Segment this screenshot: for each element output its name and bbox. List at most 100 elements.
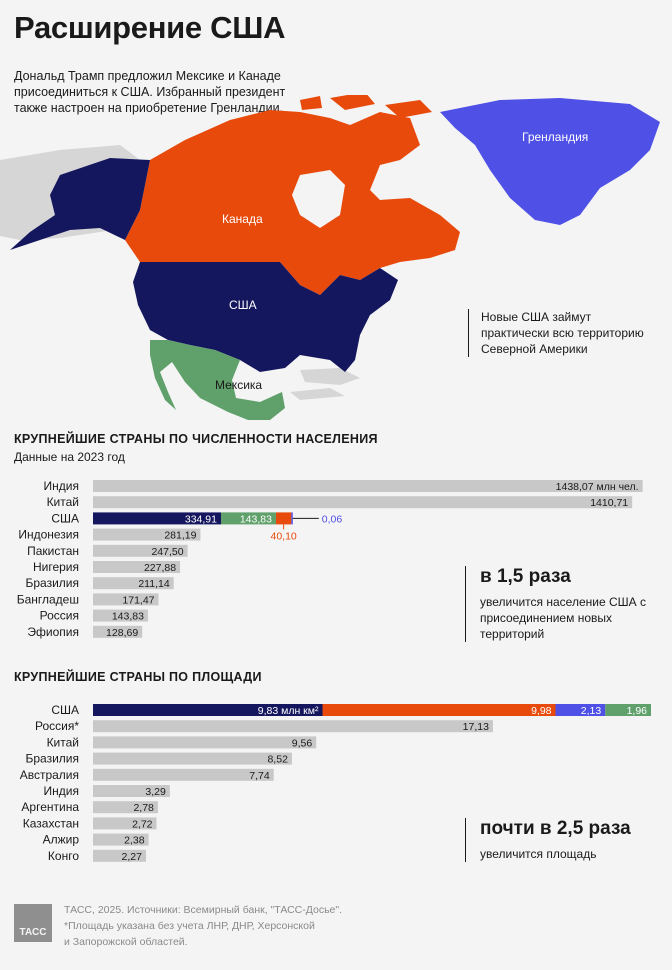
category-label: Нигерия bbox=[33, 560, 79, 574]
bar bbox=[93, 561, 181, 573]
value-label: 334,91 bbox=[185, 513, 217, 525]
category-label: Россия bbox=[40, 609, 79, 623]
value-label: 9,83 млн км² bbox=[258, 705, 319, 717]
footer-line-2: *Площадь указана без учета ЛНР, ДНР, Хер… bbox=[64, 920, 315, 932]
bar bbox=[93, 768, 274, 781]
value-label: 3,29 bbox=[145, 786, 166, 798]
map-canada-islands-1 bbox=[330, 95, 375, 110]
map-mexico bbox=[150, 340, 285, 420]
value-label: 227,88 bbox=[144, 562, 176, 574]
category-label: Аргентина bbox=[21, 800, 79, 814]
population-chart-subtitle: Данные на 2023 год bbox=[14, 450, 125, 464]
category-label: Бразилия bbox=[26, 752, 80, 766]
category-label: Россия* bbox=[35, 719, 79, 733]
area-callout-text: увеличится площадь bbox=[480, 847, 597, 861]
bar bbox=[93, 849, 146, 862]
bar-usa bbox=[93, 512, 221, 525]
bar bbox=[93, 817, 157, 830]
population-chart: Индия 1438,07 млн чел. Китай 1410,71 США 334,… bbox=[17, 479, 643, 639]
map-land-cuba bbox=[290, 388, 345, 400]
category-label: Алжир bbox=[43, 833, 80, 847]
category-label: Пакистан bbox=[27, 544, 79, 558]
footer-line-3: и Запорожской областей. bbox=[64, 936, 188, 948]
bar bbox=[93, 736, 317, 749]
category-label: Казахстан bbox=[23, 816, 79, 830]
page-title: Расширение США bbox=[14, 10, 286, 45]
bar bbox=[93, 801, 158, 814]
map-land-caribbean bbox=[300, 368, 360, 385]
category-label: США bbox=[51, 703, 79, 717]
bar bbox=[93, 480, 643, 492]
value-label: 2,72 bbox=[132, 818, 153, 830]
value-label: 281,19 bbox=[164, 530, 196, 542]
bar-usa bbox=[93, 704, 323, 716]
population-callout-value: в 1,5 раза bbox=[480, 566, 571, 587]
value-label: 2,38 bbox=[124, 835, 145, 847]
bar bbox=[93, 593, 159, 606]
map-note: Новые США займут практически всю террито… bbox=[468, 309, 651, 357]
value-label: 9,56 bbox=[292, 737, 313, 749]
bar bbox=[93, 496, 633, 509]
footer-sources: ТАСС, 2025. Источники: Всемирный банк, "… bbox=[64, 902, 342, 950]
value-label: 2,78 bbox=[133, 802, 154, 814]
map-label-mexico: Мексика bbox=[215, 378, 262, 392]
addition-value-label: 0,06 bbox=[322, 513, 343, 525]
north-america-map: Гренландия Канада США Мексика bbox=[0, 95, 660, 420]
value-label: 1410,71 bbox=[590, 497, 628, 509]
value-label: 2,27 bbox=[122, 851, 143, 863]
category-label: США bbox=[51, 511, 79, 525]
map-label-usa: США bbox=[229, 298, 257, 312]
value-label: 8,52 bbox=[267, 754, 288, 766]
value-label: 17,13 bbox=[463, 721, 489, 733]
map-canada-islands-2 bbox=[385, 100, 432, 118]
addition-value-label: 143,83 bbox=[240, 513, 272, 525]
map-greenland bbox=[440, 98, 660, 225]
population-chart-title: КРУПНЕЙШИЕ СТРАНЫ ПО ЧИСЛЕННОСТИ НАСЕЛЕН… bbox=[14, 432, 378, 446]
value-label: 171,47 bbox=[122, 594, 154, 606]
bar bbox=[93, 544, 188, 557]
bar-usa-addition bbox=[605, 704, 651, 716]
area-callout: почти в 2,5 раза увеличится площадь bbox=[465, 818, 650, 862]
bar bbox=[93, 609, 148, 622]
category-label: Бангладеш bbox=[17, 592, 79, 606]
map-alaska bbox=[10, 158, 150, 250]
bar-usa-addition bbox=[322, 704, 556, 716]
footer-line-1: ТАСС, 2025. Источники: Всемирный банк, "… bbox=[64, 904, 343, 916]
bar bbox=[93, 625, 143, 638]
addition-value-label: 9,98 bbox=[531, 705, 552, 717]
category-label: Индия bbox=[44, 784, 79, 798]
map-hudson-bay bbox=[292, 170, 345, 228]
bar-usa-addition bbox=[275, 512, 292, 525]
category-label: Австралия bbox=[20, 768, 79, 782]
bar-usa-addition bbox=[555, 704, 606, 716]
category-label: Бразилия bbox=[26, 576, 80, 590]
map-label-greenland: Гренландия bbox=[522, 130, 588, 144]
category-label: Индонезия bbox=[18, 528, 79, 542]
addition-value-label: 40,10 bbox=[270, 530, 296, 542]
map-canada-islands-3 bbox=[300, 96, 322, 110]
category-label: Китай bbox=[47, 495, 79, 509]
value-label: 128,69 bbox=[106, 627, 138, 639]
area-chart-title: КРУПНЕЙШИЕ СТРАНЫ ПО ПЛОЩАДИ bbox=[14, 670, 262, 684]
value-label: 143,83 bbox=[112, 611, 144, 623]
bar bbox=[93, 752, 292, 765]
map-canada bbox=[125, 110, 460, 295]
bar bbox=[93, 785, 170, 797]
category-label: Эфиопия bbox=[27, 625, 79, 639]
bar-usa-addition bbox=[220, 512, 276, 525]
value-label: 211,14 bbox=[138, 578, 169, 590]
bar bbox=[93, 833, 149, 846]
bar-usa-addition bbox=[291, 512, 293, 525]
bar bbox=[93, 720, 493, 733]
population-callout-text: увеличится население США с присоединение… bbox=[480, 595, 646, 641]
value-label: 7,74 bbox=[249, 770, 270, 782]
tass-logo: ТАСС bbox=[14, 904, 52, 942]
value-label: 1438,07 млн чел. bbox=[556, 481, 639, 493]
map-usa bbox=[133, 262, 398, 372]
addition-value-label: 2,13 bbox=[581, 705, 602, 717]
category-label: Китай bbox=[47, 735, 79, 749]
population-callout: в 1,5 раза увеличится население США с пр… bbox=[465, 566, 650, 642]
bar bbox=[93, 577, 174, 590]
category-label: Индия bbox=[44, 479, 79, 493]
area-chart: США 9,83 млн км² 9,98 2,13 1,96 Россия* 17,13 К… bbox=[20, 703, 651, 863]
